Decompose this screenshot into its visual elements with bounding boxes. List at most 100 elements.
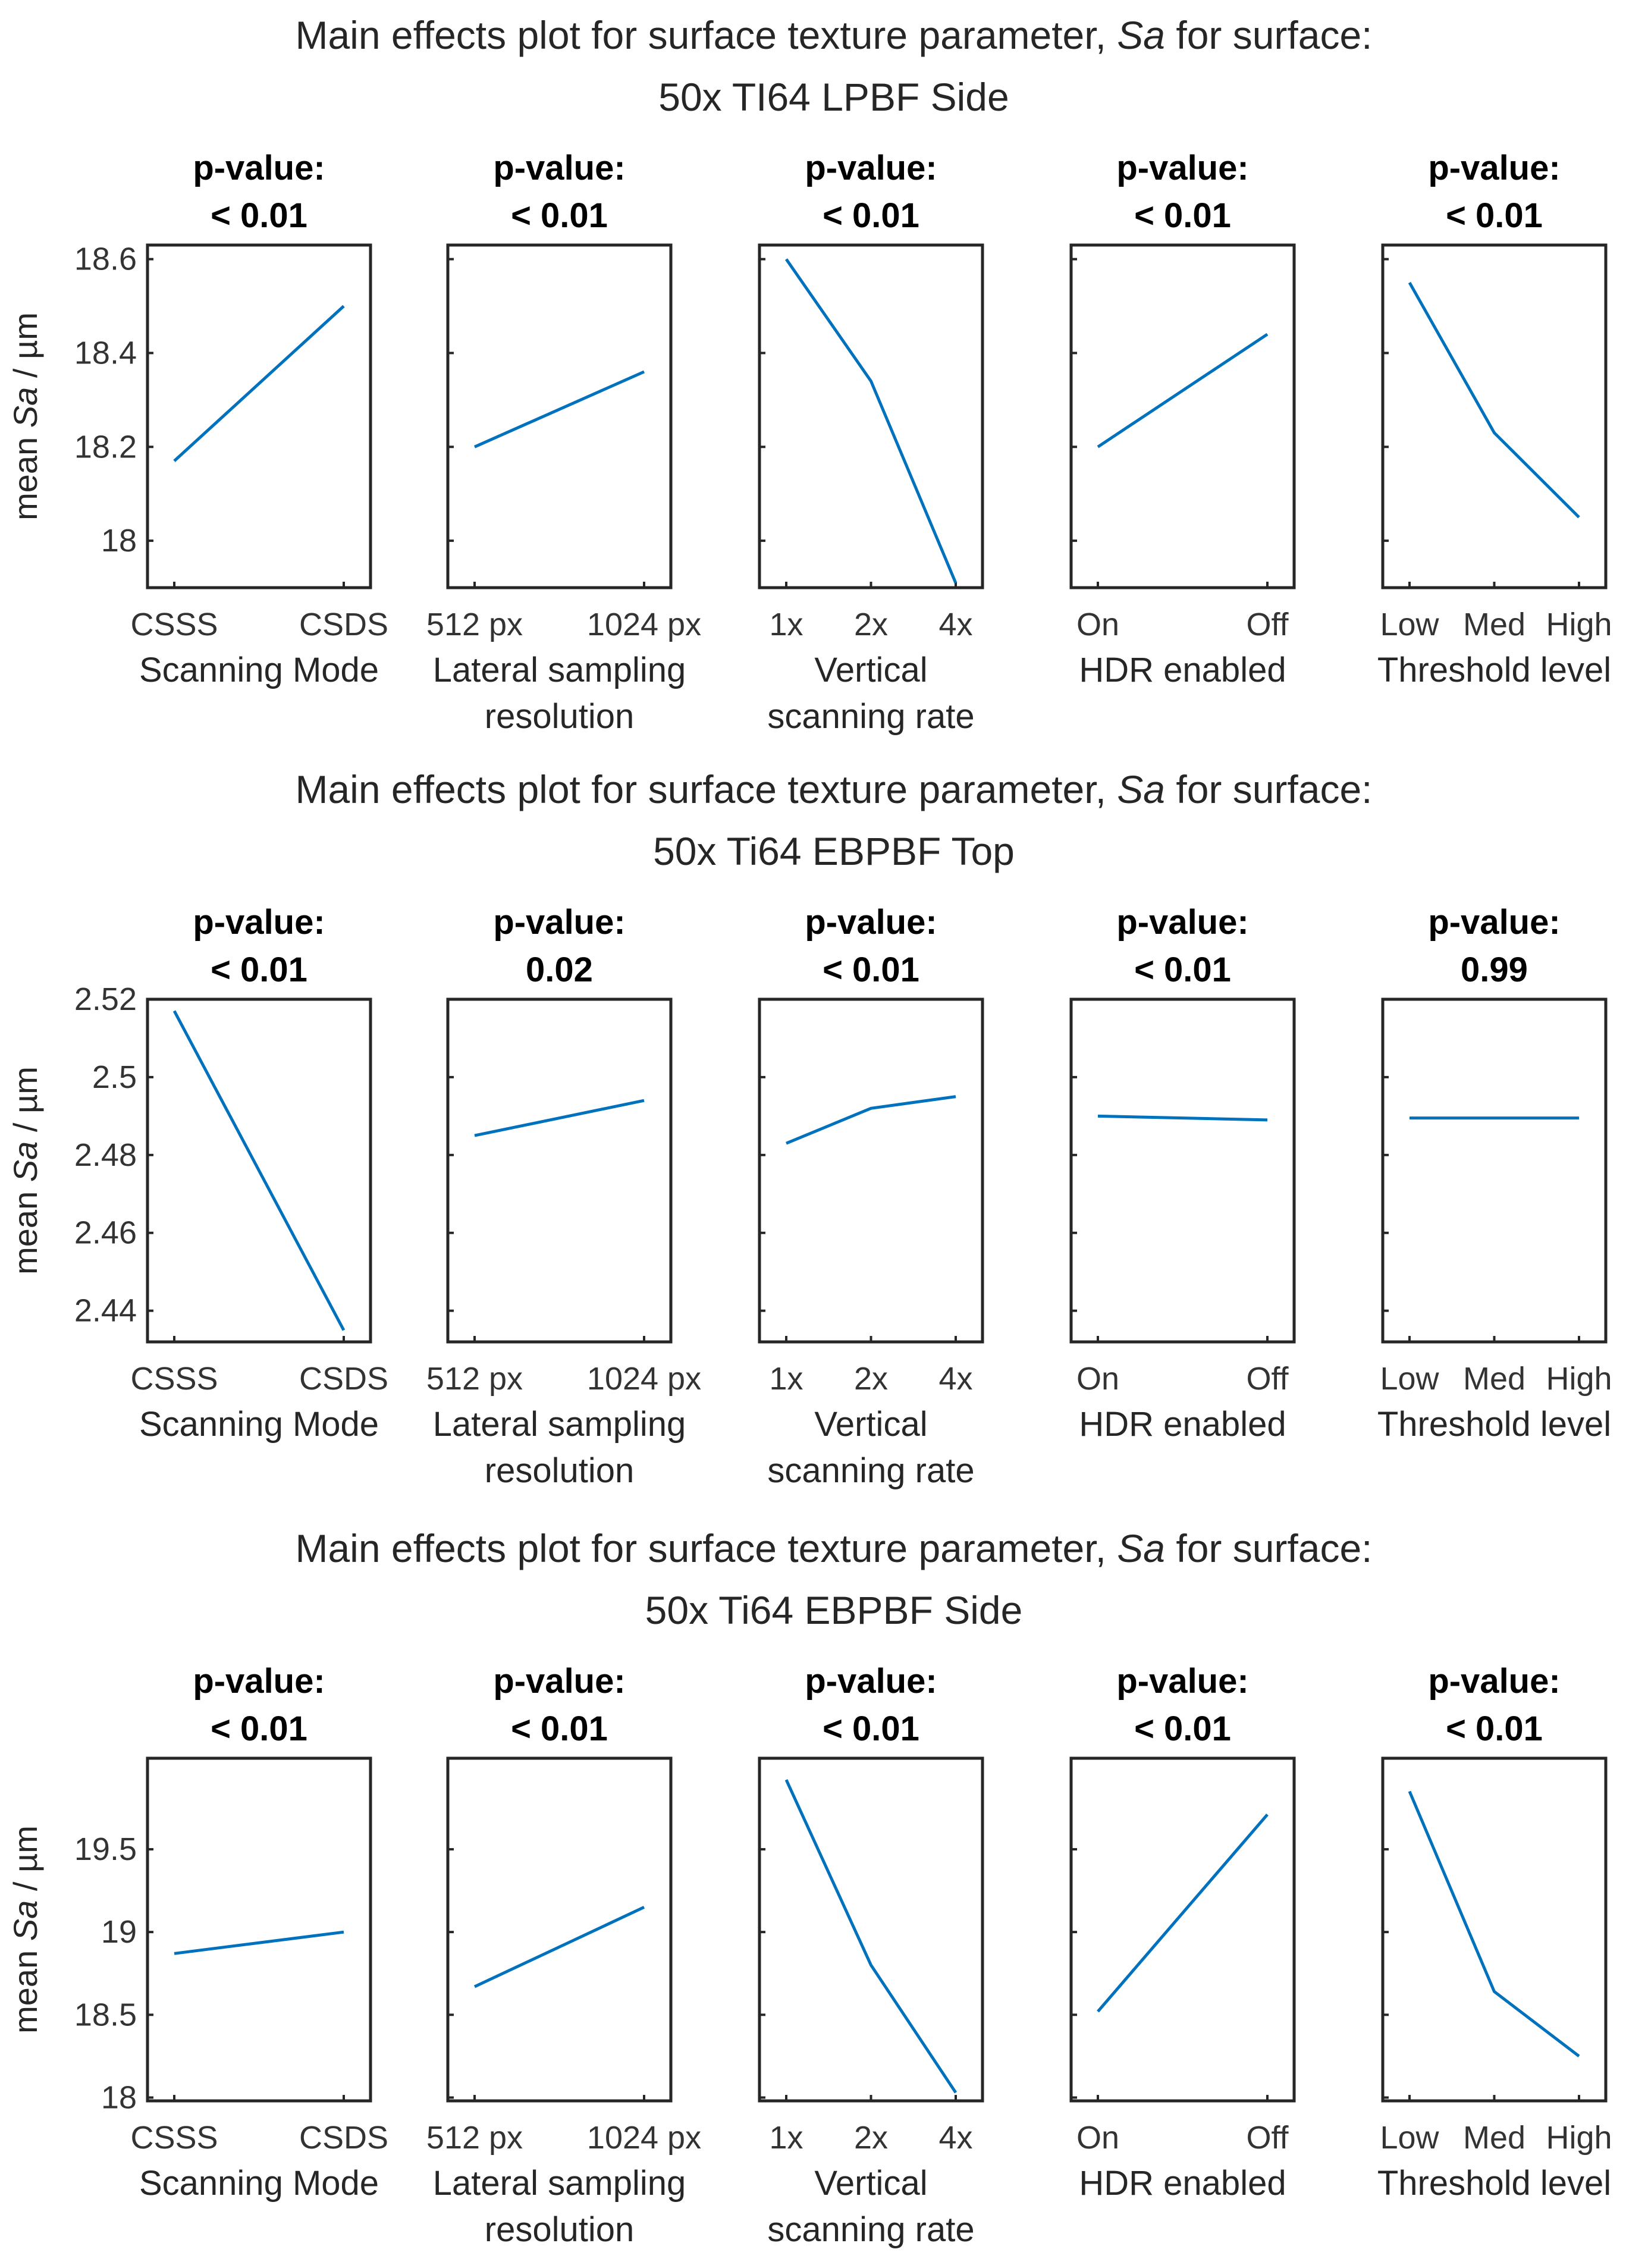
group-title-surface: 50x Ti64 EBPBF Side [645,1588,1023,1632]
effects-group-3: Main effects plot for surface texture pa… [7,1526,1612,2249]
x-axis-label: Lateral sampling [433,2164,686,2203]
axes-box [1069,1756,1296,2103]
y-tick-label: 18 [101,523,137,559]
main-effect-line [473,1906,645,1988]
ylabel-suffix: / µm [7,1825,44,1900]
axes-box [446,1756,673,2103]
y-axis-label: mean Sa / µm [7,1825,44,2034]
axes-box [1381,997,1608,1344]
pvalue-value: < 0.01 [511,196,608,235]
title-param: Sa [1117,13,1165,57]
pvalue-label: p-value: [1428,149,1560,187]
ylabel-param: Sa [7,387,44,428]
y-tick-label: 18.5 [74,1997,137,2032]
pvalue-label: p-value: [805,149,937,187]
x-axis-label: Threshold level [1377,1405,1611,1444]
title-prefix: Main effects plot for surface texture pa… [296,1526,1117,1570]
effect-panel-1: p-value: < 0.01 CSSS CSDS Scanning Mode 18 18.… [74,1662,388,2203]
main-effect-line [473,370,645,448]
x-tick-label: On [1076,607,1119,642]
ylabel-suffix: / µm [7,312,44,387]
x-tick-label: 1024 px [587,607,701,642]
x-tick-label: CSDS [299,2120,388,2156]
x-tick-label: 1024 px [587,2120,701,2156]
title-param: Sa [1117,1526,1165,1570]
pvalue-value: < 0.01 [1134,951,1231,989]
x-tick-label: 1024 px [587,1361,701,1397]
y-tick-label: 2.48 [74,1137,137,1173]
x-tick-label: Low [1380,1361,1439,1397]
effect-panel-5: p-value: 0.99 Low Med High Threshold level [1377,903,1612,1444]
pvalue-value: < 0.01 [211,951,307,989]
main-effect-line [1408,281,1580,519]
x-axis-label: Lateral sampling [433,651,686,689]
y-axis-label: mean Sa / µm [7,1066,44,1275]
y-tick-label: 19.5 [74,1831,137,1867]
axes-box [446,243,673,589]
ylabel-param: Sa [7,1900,44,1941]
group-title-line1: Main effects plot for surface texture pa… [296,13,1373,57]
title-suffix: for surface: [1165,13,1372,57]
x-tick-label: Off [1246,1361,1289,1397]
pvalue-value: < 0.01 [1446,196,1543,235]
pvalue-value: < 0.01 [823,1709,919,1748]
effect-panel-1: p-value: < 0.01 CSSS CSDS Scanning Mode 18 18.… [74,149,388,689]
ylabel-suffix: / µm [7,1066,44,1141]
pvalue-label: p-value: [193,149,325,187]
x-tick-label: 1x [769,2120,803,2156]
x-tick-label: Low [1380,2120,1439,2156]
x-tick-label: CSDS [299,607,388,642]
axes-box [758,1756,984,2103]
x-tick-label: On [1076,2120,1119,2156]
y-tick-label: 18 [101,2079,137,2115]
x-tick-label: 2x [854,607,888,642]
effect-panel-4: p-value: < 0.01 On Off HDR enabled [1069,903,1296,1444]
x-tick-label: CSSS [130,2120,218,2156]
pvalue-label: p-value: [1116,903,1248,942]
x-tick-label: 512 px [426,607,523,642]
pvalue-label: p-value: [193,1662,325,1701]
pvalue-label: p-value: [193,903,325,942]
effect-panel-3: p-value: < 0.01 1x 2x 4x Vertical scanning rat… [758,149,984,736]
pvalue-value: < 0.01 [511,1709,608,1748]
effect-panel-3: p-value: < 0.01 1x 2x 4x Vertical scanning rat… [758,1662,984,2249]
effect-panel-2: p-value: < 0.01 512 px 1024 px Lateral sampl… [426,149,701,736]
group-title-surface: 50x TI64 LPBF Side [658,75,1009,119]
x-tick-label: High [1546,2120,1612,2156]
x-axis-label: Vertical [814,651,927,689]
group-title-line1: Main effects plot for surface texture pa… [296,767,1373,811]
x-tick-label: 2x [854,2120,888,2156]
x-tick-label: CSSS [130,1361,218,1397]
y-axis-label: mean Sa / µm [7,312,44,520]
axes-box [1069,243,1296,589]
pvalue-label: p-value: [805,1662,937,1701]
axes-box [1069,997,1296,1344]
pvalue-value: < 0.01 [1134,1709,1231,1748]
pvalue-label: p-value: [805,903,937,942]
x-tick-label: CSDS [299,1361,388,1397]
y-tick-label: 2.44 [74,1293,137,1329]
x-tick-label: Off [1246,2120,1289,2156]
main-effect-line [174,1930,344,1955]
pvalue-value: 0.99 [1461,951,1528,989]
main-effect-line [1097,1114,1268,1122]
y-tick-label: 2.5 [92,1059,137,1095]
axes-box [146,243,372,589]
x-tick-label: High [1546,1361,1612,1397]
effect-panel-4: p-value: < 0.01 On Off HDR enabled [1069,149,1296,689]
x-axis-label: Threshold level [1377,651,1611,689]
x-tick-label: 512 px [426,1361,523,1397]
x-axis-label: HDR enabled [1079,2164,1286,2203]
title-prefix: Main effects plot for surface texture pa… [296,13,1117,57]
x-axis-label: scanning rate [767,697,974,736]
ylabel-prefix: mean [7,1182,44,1275]
y-tick-label: 19 [101,1914,137,1950]
x-axis-label: Vertical [814,2164,927,2203]
pvalue-label: p-value: [1116,149,1248,187]
x-tick-label: Low [1380,607,1439,642]
pvalue-value: 0.02 [526,951,593,989]
group-title-line1: Main effects plot for surface texture pa… [296,1526,1373,1570]
x-axis-label: Scanning Mode [139,651,379,689]
axes-box [446,997,673,1344]
